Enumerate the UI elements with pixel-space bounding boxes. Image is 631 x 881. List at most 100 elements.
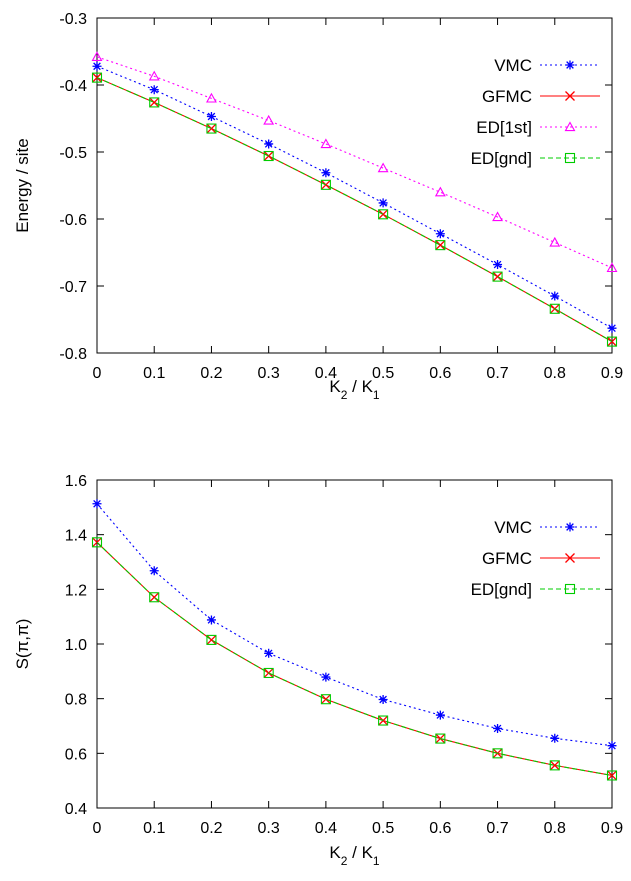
x-tick-label: 0.7 <box>486 365 508 382</box>
data-point-marker <box>206 111 216 121</box>
x-tick-label: 0.4 <box>315 365 337 382</box>
data-point-marker <box>606 336 618 347</box>
legend-label: VMC <box>494 518 532 537</box>
data-point-marker <box>206 634 217 645</box>
data-point-marker <box>377 162 389 173</box>
data-point-marker <box>435 240 446 251</box>
x-tick-label: 0.8 <box>544 365 566 382</box>
data-point-marker <box>91 537 103 548</box>
data-point-marker <box>492 748 503 759</box>
y-tick-label: -0.5 <box>59 145 87 162</box>
data-point-marker <box>206 634 217 645</box>
x-tick-label: 0.5 <box>372 365 394 382</box>
data-point-marker <box>321 168 331 178</box>
data-point-marker <box>92 61 102 71</box>
legend: VMC GFMC ED[gnd] <box>471 518 600 599</box>
x-axis-label-subscript: 2 <box>341 854 348 868</box>
data-point-marker <box>91 51 103 62</box>
x-tick-label: 0.1 <box>143 820 165 837</box>
plot-frame <box>96 479 613 809</box>
legend-label: ED[1st] <box>476 118 532 137</box>
y-axis-label: S(π,π) <box>13 619 32 670</box>
data-point-marker <box>492 271 503 282</box>
legend-label: GFMC <box>482 87 532 106</box>
data-point-marker <box>549 303 560 314</box>
legend-marker <box>564 152 576 164</box>
x-tick-label: 0.2 <box>200 365 222 382</box>
data-point-marker <box>434 186 446 197</box>
series-gfmc <box>92 537 617 781</box>
data-point-marker <box>435 733 446 744</box>
data-point-marker <box>607 741 617 751</box>
x-tick-label: 0.9 <box>601 365 623 382</box>
legend-label: ED[gnd] <box>471 149 532 168</box>
data-point-marker <box>149 97 160 108</box>
series-line <box>96 541 613 777</box>
x-tick-label: 0 <box>93 820 102 837</box>
data-point-marker <box>435 710 445 720</box>
data-point-marker <box>606 262 618 273</box>
legend-marker <box>564 121 576 132</box>
series-line <box>96 541 613 777</box>
data-point-marker <box>264 139 274 149</box>
data-point-marker <box>264 648 274 658</box>
series-line <box>96 77 613 343</box>
y-tick-label: 1.2 <box>65 582 87 599</box>
data-point-marker <box>378 198 388 208</box>
data-point-marker <box>607 323 617 333</box>
data-point-marker <box>435 240 446 251</box>
data-point-marker <box>206 123 217 134</box>
data-point-marker <box>549 236 561 247</box>
series-line <box>96 65 613 329</box>
data-point-marker <box>263 667 274 679</box>
x-tick-label: 0.7 <box>486 820 508 837</box>
data-point-marker <box>92 499 102 509</box>
series-line <box>96 56 613 269</box>
x-axis-label-part: K <box>329 377 341 396</box>
data-point-marker <box>550 733 560 743</box>
legend-label: ED[gnd] <box>471 580 532 599</box>
y-tick-label: -0.6 <box>59 212 87 229</box>
x-tick-label: 0.3 <box>258 820 280 837</box>
data-point-marker <box>149 85 159 95</box>
series-gfmc <box>92 72 617 347</box>
x-axis-label-part: / K <box>347 843 373 862</box>
x-axis-label-subscript: 1 <box>373 854 380 868</box>
x-axis-label: K2 / K1 <box>329 377 380 402</box>
x-tick-label: 0.8 <box>544 820 566 837</box>
data-point-marker <box>206 615 216 625</box>
data-point-marker <box>378 209 389 220</box>
series-vmc <box>92 499 617 751</box>
series-vmc <box>92 61 617 333</box>
data-point-marker <box>320 694 331 705</box>
x-tick-label: 0.4 <box>315 820 337 837</box>
x-axis-label-subscript: 2 <box>341 388 348 402</box>
data-point-marker <box>493 723 503 733</box>
legend-marker <box>564 583 576 595</box>
y-tick-label: -0.7 <box>59 279 87 296</box>
data-point-marker <box>549 760 560 771</box>
y-tick-label: 0.8 <box>65 692 87 709</box>
x-tick-label: 0.5 <box>372 820 394 837</box>
y-tick-label: -0.3 <box>59 11 87 28</box>
data-point-marker <box>263 150 274 162</box>
x-tick-label: 0.6 <box>429 820 451 837</box>
x-axis-label-part: K <box>329 843 341 862</box>
y-tick-label: 0.4 <box>65 801 87 818</box>
data-point-marker <box>148 70 160 81</box>
y-tick-label: 1.0 <box>65 637 87 654</box>
series-ed-gnd- <box>91 72 618 347</box>
x-tick-label: 0.3 <box>258 365 280 382</box>
legend-label: GFMC <box>482 549 532 568</box>
legend-label: VMC <box>494 56 532 75</box>
data-point-marker <box>263 114 275 125</box>
data-point-marker <box>321 672 331 682</box>
legend-marker <box>565 91 575 101</box>
data-point-marker <box>206 92 217 103</box>
data-point-marker <box>435 229 445 239</box>
legend: VMC GFMC ED[1st] ED[gnd] <box>471 56 600 168</box>
data-point-marker <box>206 123 217 134</box>
data-point-marker <box>492 211 503 222</box>
data-point-marker <box>549 760 560 771</box>
